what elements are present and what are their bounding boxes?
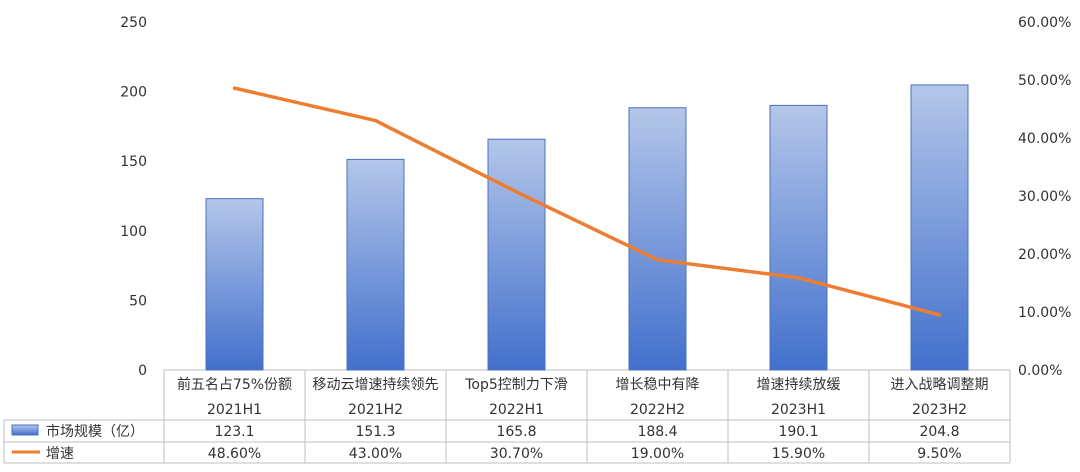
table-value-market: 204.8 xyxy=(919,424,959,440)
table-value-growth: 30.70% xyxy=(490,446,543,462)
right-tick-label: 30.00% xyxy=(1018,189,1071,205)
table-value-market: 188.4 xyxy=(637,424,677,440)
right-tick-label: 60.00% xyxy=(1018,15,1071,31)
category-label: 2023H2 xyxy=(912,402,967,418)
line-point xyxy=(656,258,659,262)
bar xyxy=(628,107,687,371)
category-label: 2023H1 xyxy=(771,402,826,418)
table-value-market: 190.1 xyxy=(778,424,818,440)
right-tick-label: 50.00% xyxy=(1018,73,1071,89)
line-point xyxy=(515,190,518,194)
table-value-market: 165.8 xyxy=(496,424,536,440)
table-value-growth: 19.00% xyxy=(631,446,684,462)
axes xyxy=(3,369,1011,464)
bar xyxy=(346,158,405,371)
category-label: 2021H1 xyxy=(207,402,262,418)
left-axis-ticks: 0 50 100 150 200 250 xyxy=(120,15,147,379)
bar-series xyxy=(205,84,969,371)
left-tick-label: 200 xyxy=(120,85,147,101)
category-note: 移动云增速持续领先 xyxy=(313,376,439,393)
line-point xyxy=(797,276,800,280)
legend-bar-label: 市场规模（亿） xyxy=(46,423,144,440)
left-tick-label: 250 xyxy=(120,15,147,31)
category-label: 2022H1 xyxy=(489,402,544,418)
table-value-market: 151.3 xyxy=(355,424,395,440)
table-value-growth: 9.50% xyxy=(917,446,961,462)
growth-line xyxy=(232,86,942,317)
table-value-growth: 15.90% xyxy=(772,446,825,462)
line-point xyxy=(938,313,941,317)
category-label: 2022H2 xyxy=(630,402,685,418)
right-axis-ticks: 0.00% 10.00% 20.00% 30.00% 40.00% 50.00% 60.00… xyxy=(1018,15,1071,379)
right-tick-label: 0.00% xyxy=(1018,363,1062,379)
category-note: 增长稳中有降 xyxy=(616,377,700,393)
left-tick-label: 150 xyxy=(120,154,147,170)
left-tick-label: 100 xyxy=(120,224,147,240)
bar xyxy=(769,104,828,371)
growth-line-series xyxy=(232,86,942,317)
right-tick-label: 40.00% xyxy=(1018,131,1071,147)
line-point xyxy=(374,119,377,123)
legend-line-label: 增速 xyxy=(46,446,74,462)
table-value-market: 123.1 xyxy=(214,424,254,440)
category-note: Top5控制力下滑 xyxy=(464,376,568,393)
category-note: 前五名占75%份额 xyxy=(177,376,292,393)
left-tick-label: 50 xyxy=(129,293,147,309)
right-tick-label: 20.00% xyxy=(1018,247,1071,263)
legend-bar-key xyxy=(11,424,39,436)
left-tick-label: 0 xyxy=(138,363,147,379)
category-label: 2021H2 xyxy=(348,402,403,418)
category-note: 进入战略调整期 xyxy=(891,377,989,393)
bar xyxy=(487,138,546,371)
category-note: 增速持续放缓 xyxy=(757,376,841,393)
table-value-growth: 43.00% xyxy=(349,446,402,462)
table-value-growth: 48.60% xyxy=(208,446,261,462)
bar xyxy=(910,84,969,371)
line-point xyxy=(233,86,236,90)
bar xyxy=(205,198,264,371)
right-tick-label: 10.00% xyxy=(1018,305,1071,321)
data-table: 前五名占75%份额 2021H1 123.1 48.60% 移动云增速持续领先 2021H… xyxy=(11,376,989,462)
